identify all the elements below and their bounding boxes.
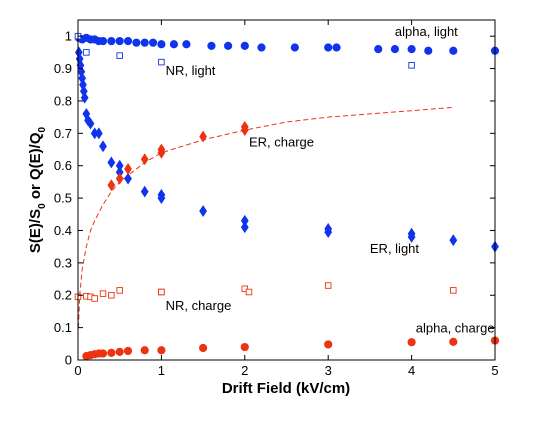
series-3-point [107,179,116,192]
series-2-point [449,234,458,247]
series-0-point [140,38,149,47]
x-tick-label: 4 [408,363,415,378]
marks-layer [74,32,500,361]
series-2-point [157,192,166,205]
series-0-point [424,46,433,55]
series-0-point [240,41,249,51]
x-tick-label: 3 [325,363,332,378]
series-4-point [116,287,123,294]
series-2-point [80,91,89,104]
series-2-point [199,205,207,217]
series-2-point [124,172,132,185]
annotation-label: ER, charge [249,134,314,149]
x-tick-label: 5 [491,363,498,378]
series-2-point [86,117,95,130]
annotations-layer: alpha, light NR, light ER, charge ER, light… [166,24,495,335]
annotation-label: ER, light [370,241,420,256]
series-0-point [224,41,233,51]
y-tick-label: 0.2 [54,288,72,303]
series-1-point [158,58,165,66]
y-tick-label: 0.8 [54,93,72,108]
series-4-point [450,287,457,294]
series-5-point [157,346,166,355]
y-tick-label: 1 [65,29,72,44]
series-2-point [94,127,103,140]
series-5-point [199,343,208,353]
series-3-point [157,143,166,156]
series-5-point [407,338,416,347]
annotation-label: alpha, light [395,24,458,39]
series-2-point [407,231,416,243]
series-2-point [99,140,107,153]
series-2-point [240,221,249,234]
series-0-point [98,36,108,46]
annotation-label: alpha, charge [416,320,495,335]
series-0-point [374,45,383,54]
series-5-point [324,340,333,349]
series-0-point [157,40,166,49]
series-0-point [169,40,179,49]
series-5-point [140,346,149,355]
series-5-point [123,346,133,356]
y-tick-label: 0.4 [54,223,72,238]
plot-area [78,20,495,360]
series-5-point [115,347,124,357]
y-tick-label: 0.7 [54,126,72,141]
series-4-point [245,288,253,296]
series-0-point [407,45,416,54]
series-5-point [449,337,458,346]
series-3-point [240,120,249,133]
y-tick-label: 0.9 [54,61,72,76]
y-axis-title: S(E)/S0 or Q(E)/Q0 [27,126,48,253]
series-0-point [132,38,141,47]
series-2-point [324,226,333,239]
fit-layer [77,106,454,328]
series-4-point [158,288,165,296]
series-4-point [324,282,332,289]
series-0-point [123,36,133,46]
axes-layer: 0 1 2 3 4 5 0 0.1 0.2 0.3 0.4 0.5 0.6 0.7 0.8 0.9 1 [54,19,499,378]
y-tick-label: 0.5 [54,191,72,206]
x-tick-label: 2 [241,363,248,378]
x-tick-label: 1 [158,363,165,378]
series-5-point [98,349,108,358]
x-axis-title: Drift Field (kV/cm) [222,380,350,397]
series-3-point [199,130,207,143]
annotation-label: NR, light [166,63,216,78]
series-0-point [107,36,116,46]
y-tick-label: 0.3 [54,255,72,270]
series-3-point [140,153,149,166]
y-tick-label: 0.6 [54,158,72,173]
series-0-point [182,40,191,49]
annotation-label: NR, charge [166,298,232,313]
series-4-point [91,295,98,302]
series-0-point [332,43,341,52]
series-5-point [240,342,249,352]
series-5-point [107,348,116,357]
series-3-point [115,172,124,185]
series-1-point [83,49,90,56]
series-0-point [290,43,299,52]
series-0-point [115,36,124,46]
series-0-point [449,46,458,55]
series-1-point [408,62,415,69]
series-0-point [324,43,333,52]
series-2-point [107,156,116,169]
series-1-point [116,52,123,59]
series-0-point [207,41,216,51]
series-4-point [108,291,115,299]
y-tick-label: 0.1 [54,320,72,335]
y-tick-label: 0 [65,353,72,368]
series-2-point [140,185,149,198]
series-4-point [99,290,107,297]
series-0-point [257,43,266,52]
fit-curve [77,106,454,328]
series-0-point [390,45,400,54]
plot-frame [77,19,496,361]
x-tick-label: 0 [74,363,81,378]
series-3-point [124,163,132,175]
series-0-point [148,38,158,47]
